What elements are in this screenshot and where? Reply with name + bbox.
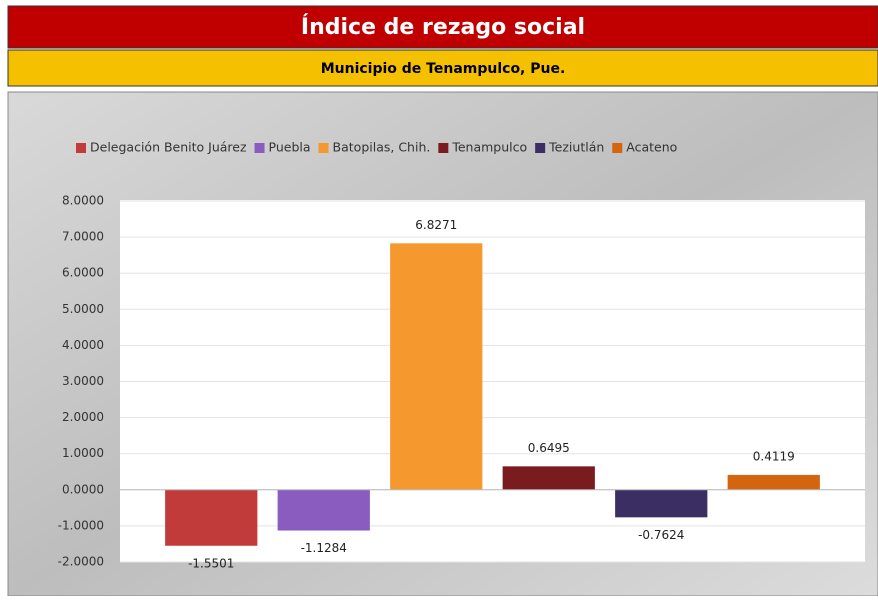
chart-subtitle: Municipio de Tenampulco, Pue. <box>321 61 566 77</box>
y-tick-label: -2.0000 <box>58 555 104 569</box>
legend-label: Teziutlán <box>548 140 604 155</box>
legend-label: Tenampulco <box>451 140 527 155</box>
legend-label: Puebla <box>269 140 311 155</box>
value-label: 0.6495 <box>528 441 570 455</box>
legend-swatch <box>612 143 623 153</box>
value-label: -1.5501 <box>188 556 234 570</box>
bar <box>277 489 370 531</box>
legend-swatch <box>318 143 329 153</box>
y-tick-label: 0.0000 <box>62 482 104 496</box>
legend-swatch <box>535 143 546 153</box>
y-tick-label: 4.0000 <box>62 338 104 352</box>
bar <box>390 243 483 490</box>
y-tick-label: 8.0000 <box>62 194 104 208</box>
legend-label: Batopilas, Chih. <box>333 140 431 155</box>
value-label: 0.4119 <box>753 449 795 463</box>
chart-title: Índice de rezago social <box>301 14 585 40</box>
title-bar <box>7 5 878 49</box>
value-label: 6.8271 <box>415 218 457 232</box>
y-tick-label: 7.0000 <box>62 230 104 244</box>
bar <box>165 489 258 546</box>
value-label: -0.7624 <box>638 528 684 542</box>
y-tick-label: 3.0000 <box>62 374 104 388</box>
legend-swatch <box>438 143 449 153</box>
y-tick-label: 6.0000 <box>62 266 104 280</box>
y-tick-label: 1.0000 <box>62 446 104 460</box>
bar <box>727 474 820 490</box>
y-tick-label: 5.0000 <box>62 302 104 316</box>
y-tick-label: -1.0000 <box>58 518 104 532</box>
bar <box>615 489 708 518</box>
legend-label: Delegación Benito Juárez <box>90 140 247 155</box>
legend-swatch <box>254 143 265 153</box>
y-tick-label: 2.0000 <box>62 410 104 424</box>
legend-label: Acateno <box>626 140 677 155</box>
legend: Delegación Benito Juárez Puebla Batopilas,… <box>76 140 677 155</box>
bar <box>502 466 595 490</box>
value-label: -1.1284 <box>301 541 347 555</box>
subtitle-bar <box>7 49 878 87</box>
legend-swatch <box>76 143 86 153</box>
